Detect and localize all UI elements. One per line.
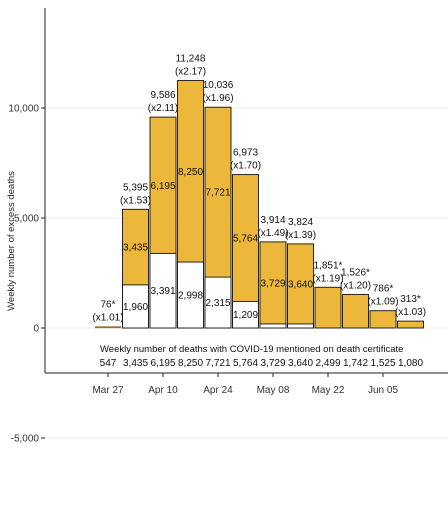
bar-other-deaths xyxy=(122,284,149,329)
bar-ratio-label: (x1.96) xyxy=(202,93,233,104)
bar-ratio-label: (x1.39) xyxy=(285,230,316,241)
bar-total xyxy=(259,241,287,329)
covid-count: 7,721 xyxy=(205,358,230,369)
bar-ratio-label: (x1.19) xyxy=(312,273,343,284)
bar-ratio-label: (x1.49) xyxy=(257,228,288,239)
covid-count: 2,499 xyxy=(315,358,340,369)
bar-ratio-label: (x1.03) xyxy=(395,307,426,318)
bar-total-label: 3,914 xyxy=(260,215,285,226)
y-axis-ticks: -5,000 0 5,000 10,000 xyxy=(8,104,45,445)
bar-total xyxy=(314,286,342,329)
bar-covid-label: 8,250 xyxy=(178,167,203,178)
bar-total xyxy=(369,310,397,329)
bar-labels: 76* (x1.01) 5,395 (x1.53) 3,435 1,960 9,586 (x2… xyxy=(92,54,426,324)
y-tick-label: 0 xyxy=(33,324,39,335)
covid-counts-row: 547 3,435 6,195 8,250 7,721 5,764 3,729 3,640 2,… xyxy=(100,358,424,369)
covid-count: 1,742 xyxy=(343,358,368,369)
x-tick-label: Jun 05 xyxy=(368,385,398,396)
covid-count: 3,729 xyxy=(260,358,285,369)
bar-total xyxy=(342,293,369,329)
bar-covid-label: 3,435 xyxy=(123,243,148,254)
bar-total xyxy=(95,326,121,329)
bar-total-label: 1,851* xyxy=(314,260,343,271)
y-tick-label: -5,000 xyxy=(11,434,40,445)
bar-covid-label: 5,764 xyxy=(233,233,258,244)
bar-total-label: 6,973 xyxy=(233,148,258,159)
bar-other-deaths xyxy=(149,252,177,329)
covid-count: 6,195 xyxy=(150,358,175,369)
bar-ratio-label: (x1.09) xyxy=(367,297,398,308)
x-tick-label: May 08 xyxy=(257,385,290,396)
bar-total xyxy=(397,320,424,329)
bar-total-label: 1,526* xyxy=(341,267,370,278)
covid-count: 547 xyxy=(100,358,117,369)
bar-total-label: 5,395 xyxy=(123,182,148,193)
bar-other-label: 1,960 xyxy=(123,302,148,313)
y-tick-label: 5,000 xyxy=(14,214,39,225)
bar-other-label: 2,998 xyxy=(178,291,203,302)
covid-note: Weekly number of deaths with COVID-19 me… xyxy=(100,344,403,355)
covid-count: 1,525 xyxy=(370,358,395,369)
bar-ratio-label: (x1.70) xyxy=(230,161,261,172)
x-tick-label: Apr 24 xyxy=(203,385,233,396)
bars xyxy=(95,80,424,329)
bar-covid-label: 3,640 xyxy=(288,279,313,290)
x-tick-label: Mar 27 xyxy=(92,385,124,396)
x-axis-ticks: Mar 27 Apr 10 Apr 24 May 08 May 22 Jun 05 xyxy=(92,373,398,396)
bar-other-deaths xyxy=(287,323,314,329)
bar-ratio-label: (x2.17) xyxy=(175,67,206,78)
x-tick-label: May 22 xyxy=(312,385,345,396)
bar-other-label: 2,315 xyxy=(205,298,230,309)
bar-total-label: 76* xyxy=(100,299,115,310)
bar-ratio-label: (x1.20) xyxy=(340,280,371,291)
bar-total-label: 9,586 xyxy=(150,90,175,101)
covid-count: 1,080 xyxy=(398,358,423,369)
y-axis-label: Weekly number of excess deaths xyxy=(6,171,17,311)
bar-covid-label: 3,729 xyxy=(260,278,285,289)
bar-ratio-label: (x1.53) xyxy=(120,195,151,206)
covid-count: 3,640 xyxy=(288,358,313,369)
covid-count: 3,435 xyxy=(123,358,148,369)
bar-total-label: 313* xyxy=(400,294,421,305)
bar-covid-label: 7,721 xyxy=(205,188,230,199)
bar-ratio-label: (x1.01) xyxy=(92,312,123,323)
bar-total-label: 3,824 xyxy=(288,217,313,228)
covid-count: 5,764 xyxy=(233,358,258,369)
bar-total-label: 11,248 xyxy=(176,54,206,65)
x-tick-label: Apr 10 xyxy=(148,385,178,396)
bar-total-label: 786* xyxy=(373,284,394,295)
bar-other-deaths xyxy=(259,323,287,329)
covid-count: 8,250 xyxy=(178,358,203,369)
bar-total-label: 10,036 xyxy=(203,80,234,91)
bar-ratio-label: (x2.11) xyxy=(148,103,178,114)
bar-total xyxy=(287,243,314,329)
bar-covid-label: 6,195 xyxy=(150,181,175,192)
y-tick-label: 10,000 xyxy=(8,104,39,115)
bar-other-label: 3,391 xyxy=(150,286,175,297)
bar-other-label: 1,209 xyxy=(233,310,258,321)
bar-other-deaths xyxy=(204,276,232,329)
bar-other-deaths xyxy=(177,261,204,329)
bar-other-deaths xyxy=(232,300,259,329)
